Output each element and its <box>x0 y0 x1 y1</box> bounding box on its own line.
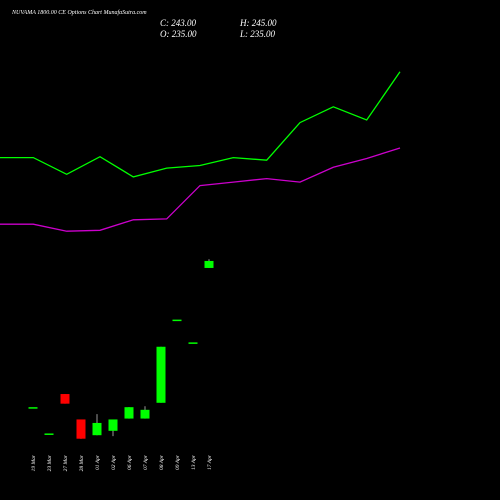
x-tick-label: 17 Apr <box>207 454 213 470</box>
x-tick-label: 02 Apr <box>111 454 117 470</box>
x-tick-label: 19 Mar <box>31 454 37 471</box>
x-tick-label: 13 Apr <box>191 454 197 470</box>
x-tick-label: 08 Apr <box>159 454 165 470</box>
candle-body <box>76 419 86 439</box>
candle-body <box>92 422 102 436</box>
high-label: H: 245.00 <box>239 18 277 28</box>
candle-body <box>124 407 134 419</box>
close-label: C: 243.00 <box>160 18 197 28</box>
x-tick-label: 06 Apr <box>127 454 133 470</box>
candle-body <box>172 319 182 322</box>
chart-title: NUVAMA 1800.00 CE Options Chart MunafaSu… <box>11 9 147 16</box>
candle-body <box>140 409 150 419</box>
candle-body <box>108 419 118 431</box>
x-tick-label: 09 Apr <box>175 454 181 470</box>
moving-average-line <box>0 147 401 232</box>
moving-average-line <box>0 71 401 178</box>
x-tick-label: 27 Mar <box>63 454 69 471</box>
open-label: O: 235.00 <box>160 29 197 39</box>
candle-body <box>156 346 166 403</box>
x-tick-label: 01 Apr <box>95 454 101 470</box>
candle-body <box>44 433 54 435</box>
x-tick-label: 07 Apr <box>143 454 149 470</box>
candle-body <box>204 260 214 268</box>
x-tick-label: 23 Mar <box>47 454 53 471</box>
low-label: L: 235.00 <box>239 29 276 39</box>
candle-body <box>28 407 38 409</box>
candle-body <box>60 394 70 404</box>
candle-body <box>188 342 198 344</box>
x-tick-label: 28 Mar <box>79 454 85 471</box>
